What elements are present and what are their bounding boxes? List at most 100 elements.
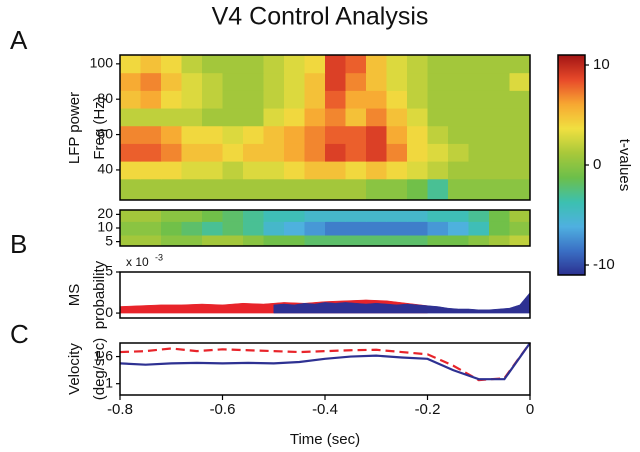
heatmap-cell [181, 72, 203, 91]
y-tick-label: 40 [97, 161, 113, 177]
heatmap-cell [407, 125, 428, 144]
colorbar-swatch [558, 191, 585, 194]
heatmap-cell [325, 125, 346, 144]
heatmap-cell [407, 161, 428, 180]
heatmap-cell [325, 72, 346, 91]
colorbar-swatch [558, 181, 585, 184]
heatmap-cell [140, 221, 162, 236]
heatmap-cell [427, 178, 449, 201]
heatmap-cell [304, 125, 326, 144]
heatmap-cell [181, 235, 203, 247]
heatmap-cell [243, 178, 264, 201]
heatmap-cell [468, 221, 490, 236]
heatmap-cell [345, 55, 367, 74]
colorbar-swatch [558, 215, 585, 218]
colorbar-swatch [558, 263, 585, 266]
heatmap-cell [243, 210, 264, 222]
colorbar-swatch [558, 151, 585, 154]
heatmap-cell [263, 161, 285, 180]
heatmap-cell [222, 221, 244, 236]
heatmap-cell [181, 161, 203, 180]
heatmap-cell [304, 161, 326, 180]
colorbar-swatch [558, 91, 585, 94]
heatmap-cell [243, 90, 264, 109]
heatmap-cell [304, 72, 326, 91]
colorbar-swatch [558, 255, 585, 258]
colorbar-swatch [558, 109, 585, 112]
colorbar-swatch [558, 65, 585, 68]
colorbar-swatch [558, 221, 585, 224]
heatmap-cell [427, 90, 449, 109]
heatmap-cell [243, 72, 264, 91]
heatmap-cell [489, 210, 510, 222]
heatmap-cell [366, 210, 387, 222]
heatmap-cell [448, 55, 469, 74]
heatmap-cell [181, 178, 203, 201]
colorbar-swatch [558, 259, 585, 262]
heatmap-cell [120, 108, 141, 127]
heatmap-cell [489, 143, 510, 162]
colorbar-swatch [558, 57, 585, 60]
heatmap-cell [345, 210, 367, 222]
colorbar-label: t-values [616, 139, 633, 192]
heatmap-cell [325, 221, 346, 236]
heatmap-cell [222, 125, 244, 144]
heatmap-cell [448, 108, 469, 127]
colorbar-swatch [558, 101, 585, 104]
heatmap-cell [468, 161, 490, 180]
axis-multiplier-exponent: -3 [155, 252, 163, 262]
heatmap-cell [202, 235, 223, 247]
heatmap-cell [468, 55, 490, 74]
heatmap-cell [509, 125, 531, 144]
x-tick-label: -0.4 [312, 401, 338, 418]
heatmap-cell [243, 55, 264, 74]
heatmap-cell [489, 178, 510, 201]
heatmap-cell [407, 221, 428, 236]
heatmap-cell [509, 90, 531, 109]
heatmap-cell [181, 108, 203, 127]
heatmap-cell [284, 125, 305, 144]
colorbar-swatch [558, 169, 585, 172]
colorbar-swatch [558, 171, 585, 174]
heatmap-cell [181, 221, 203, 236]
heatmap-cell [202, 221, 223, 236]
heatmap-cell [161, 143, 182, 162]
heatmap-cell [140, 72, 162, 91]
colorbar-swatch [558, 201, 585, 204]
y-tick-label: 100 [90, 55, 114, 71]
heatmap-cell [407, 55, 428, 74]
heatmap-cell [120, 178, 141, 201]
colorbar-swatch [558, 83, 585, 86]
colorbar-swatch [558, 123, 585, 126]
heatmap-cell [120, 143, 141, 162]
colorbar-swatch [558, 233, 585, 236]
colorbar-swatch [558, 243, 585, 246]
heatmap-cell [243, 143, 264, 162]
heatmap-cell [468, 90, 490, 109]
panel-label: C [10, 319, 29, 349]
heatmap-cell [345, 125, 367, 144]
colorbar-swatch [558, 187, 585, 190]
heatmap-cell [284, 90, 305, 109]
heatmap-cell [407, 143, 428, 162]
heatmap-cell [263, 221, 285, 236]
heatmap-cell [325, 55, 346, 74]
colorbar-swatch [558, 219, 585, 222]
heatmap-cell [222, 55, 244, 74]
heatmap-cell [386, 90, 408, 109]
figure-title: V4 Control Analysis [212, 3, 429, 31]
colorbar-tick-label: 0 [593, 156, 601, 173]
panel-frame [119, 342, 531, 396]
heatmap-cell [263, 108, 285, 127]
line [119, 342, 531, 381]
heatmap-cell [448, 143, 469, 162]
colorbar-swatch [558, 141, 585, 144]
heatmap-cell [345, 90, 367, 109]
heatmap-cell [345, 235, 367, 247]
x-tick-label: 0 [526, 401, 534, 418]
colorbar-swatch [558, 89, 585, 92]
heatmap-cell [489, 90, 510, 109]
colorbar-swatch [558, 207, 585, 210]
colorbar-swatch [558, 205, 585, 208]
heatmap-cell [366, 108, 387, 127]
